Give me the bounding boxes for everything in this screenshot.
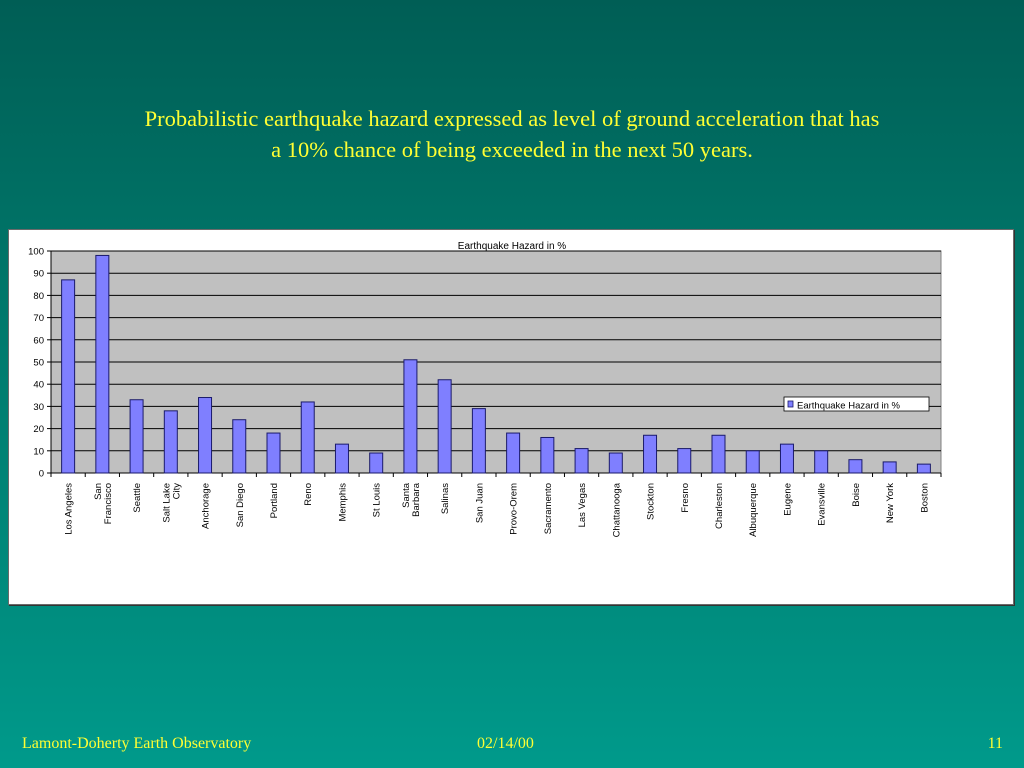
plot-area: 0 10 20 30 40 50 60 70 80 90 100 Los Angeles San Fran… — [28, 247, 942, 537]
x-tick-label: Evansville — [817, 483, 828, 526]
x-tick-label: Reno — [303, 483, 314, 506]
bar — [163, 410, 178, 474]
x-tick-label: Portland — [269, 483, 280, 518]
y-tick-label: 20 — [33, 424, 44, 435]
x-tick-label: Boston — [919, 483, 930, 513]
bar — [471, 408, 486, 474]
x-tick-label: Sacramento — [543, 483, 554, 534]
bar — [608, 452, 623, 474]
chart-legend: Earthquake Hazard in % — [783, 396, 930, 412]
slide-title-line-1: Probabilistic earthquake hazard expresse… — [144, 106, 880, 131]
x-tick-label: Salt Lake — [161, 483, 172, 523]
bar — [300, 401, 315, 474]
x-tick-label: San — [93, 483, 104, 500]
bar — [266, 432, 281, 474]
x-tick-label: New York — [885, 483, 896, 523]
chart-frame: Earthquake Hazard in % 0 10 20 30 40 50 60 70 80… — [8, 229, 1014, 605]
bar — [403, 359, 418, 474]
y-tick-label: 30 — [33, 402, 44, 413]
bar — [814, 450, 829, 474]
y-tick-label: 40 — [33, 380, 44, 391]
bar — [334, 443, 349, 474]
x-tick-label: Stockton — [646, 483, 657, 520]
bar — [437, 379, 452, 474]
y-tick-label: 50 — [33, 358, 44, 369]
x-tick-label: Los Angeles — [64, 483, 75, 535]
x-tick-label: Eugene — [782, 483, 793, 516]
bar — [848, 459, 863, 474]
chart-title: Earthquake Hazard in % — [458, 241, 567, 252]
slide-title: Probabilistic earthquake hazard expresse… — [0, 103, 1024, 165]
x-tick-label: Las Vegas — [577, 483, 588, 528]
bar — [369, 452, 384, 474]
y-tick-label: 60 — [33, 335, 44, 346]
y-tick-label: 0 — [39, 469, 44, 480]
x-tick-label: Barbara — [411, 482, 422, 517]
bar — [95, 254, 110, 474]
bar — [779, 443, 794, 474]
x-tick-label: San Juan — [474, 483, 485, 523]
legend-label: Earthquake Hazard in % — [797, 401, 901, 412]
bar — [540, 436, 555, 474]
x-tick-label: St Louis — [372, 483, 383, 518]
x-tick-label: Albuquerque — [748, 483, 759, 537]
x-tick-label: Provo-Orem — [509, 483, 520, 535]
footer-page-number: 11 — [987, 735, 1003, 752]
y-tick-label: 90 — [33, 269, 44, 280]
bar — [129, 399, 144, 474]
x-tick-label: Charleston — [714, 483, 725, 529]
y-tick-label: 80 — [33, 291, 44, 302]
bar — [745, 450, 760, 474]
y-tick-label: 100 — [28, 247, 44, 258]
bar — [198, 397, 213, 474]
bar — [882, 461, 897, 474]
y-tick-label: 10 — [33, 446, 44, 457]
x-tick-label: City — [171, 483, 182, 500]
bar — [574, 448, 589, 474]
x-tick-label: Memphis — [337, 483, 348, 522]
bar — [677, 448, 692, 474]
x-tick-label: Anchorage — [201, 483, 212, 529]
bar — [232, 419, 247, 474]
x-tick-label: San Diego — [235, 483, 246, 527]
slide-title-line-2: a 10% chance of being exceeded in the ne… — [271, 137, 753, 162]
bar — [61, 279, 76, 474]
earthquake-hazard-chart: Earthquake Hazard in % 0 10 20 30 40 50 60 70 80… — [28, 241, 942, 537]
bar — [916, 463, 931, 474]
footer-date: 02/14/00 — [477, 735, 534, 752]
footer-organization: Lamont-Doherty Earth Observatory — [22, 735, 252, 752]
x-tick-label: Chattanooga — [611, 482, 622, 537]
x-tick-label: Santa — [401, 482, 412, 508]
x-tick-label: Francisco — [103, 483, 114, 524]
x-tick-label: Seattle — [132, 483, 143, 513]
x-tick-label: Boise — [851, 483, 862, 507]
bar — [711, 434, 726, 474]
x-tick-label: Salinas — [440, 483, 451, 514]
y-tick-label: 70 — [33, 313, 44, 324]
bar — [506, 432, 521, 474]
legend-box — [783, 396, 930, 412]
legend-swatch — [787, 400, 794, 408]
bar — [643, 434, 658, 474]
x-tick-label: Fresno — [680, 483, 691, 513]
